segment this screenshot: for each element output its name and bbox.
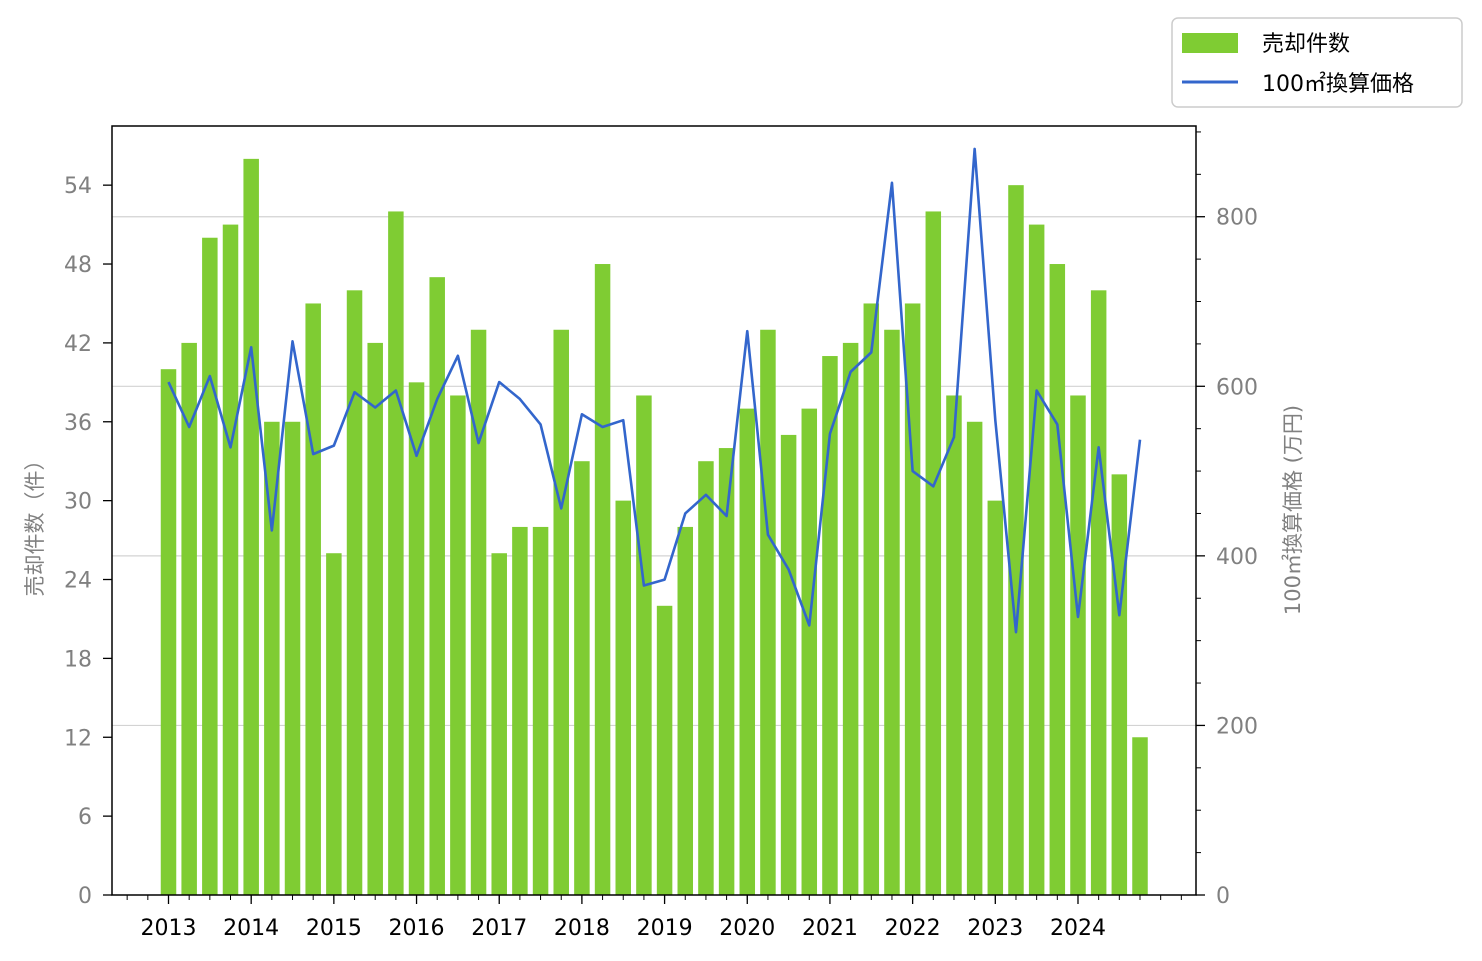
bar <box>574 461 590 895</box>
bar <box>780 434 797 895</box>
y-left-tick-label: 36 <box>64 411 92 436</box>
bar <box>884 329 900 895</box>
x-tick-label: 2017 <box>471 916 527 941</box>
y-axis-right: 0 200 400 600 800 <box>1196 131 1258 909</box>
bar <box>450 395 466 895</box>
bar <box>160 369 177 895</box>
bar <box>388 211 404 895</box>
y-left-tick-label: 48 <box>64 253 92 278</box>
y-left-tick-label: 30 <box>64 490 92 515</box>
bar <box>822 356 838 895</box>
bar <box>904 303 921 895</box>
bar <box>615 500 631 895</box>
bar <box>470 329 487 895</box>
bar <box>1111 474 1128 895</box>
bar <box>966 421 983 895</box>
bar <box>987 500 1004 895</box>
bar-series <box>160 158 1148 896</box>
bar <box>181 342 197 895</box>
price-line <box>167 147 1142 634</box>
bar <box>408 382 425 895</box>
x-tick-label: 2014 <box>223 916 279 941</box>
x-tick-label: 2021 <box>802 916 858 941</box>
bar <box>429 277 445 896</box>
bar <box>512 526 528 895</box>
bar <box>677 526 694 895</box>
x-tick-label: 2016 <box>389 916 445 941</box>
y-left-tick-label: 24 <box>64 569 92 594</box>
x-tick-label: 2015 <box>306 916 362 941</box>
y-axis-left-label: 売却件数（件） <box>23 450 47 597</box>
bar <box>326 553 342 895</box>
x-tick-label: 2018 <box>554 916 610 941</box>
y-right-tick-label: 400 <box>1216 545 1258 570</box>
y-right-tick-label: 800 <box>1216 206 1258 231</box>
bar <box>284 421 301 895</box>
x-tick-label: 2022 <box>885 916 941 941</box>
bar <box>636 395 652 895</box>
x-tick-label: 2013 <box>141 916 197 941</box>
legend-line-label: 100㎡換算価格 <box>1262 71 1414 97</box>
bar <box>202 237 218 895</box>
x-tick-label: 2023 <box>967 916 1023 941</box>
bar <box>305 303 321 895</box>
bar <box>1090 290 1107 895</box>
y-left-tick-label: 18 <box>64 647 92 672</box>
legend: 売却件数 100㎡換算価格 <box>1171 17 1463 108</box>
y-left-tick-label: 6 <box>78 805 92 830</box>
bar <box>532 526 549 895</box>
bar <box>1049 264 1066 895</box>
bar <box>1028 224 1045 896</box>
bar <box>1070 395 1086 895</box>
bar <box>346 290 363 895</box>
bar <box>842 342 859 895</box>
y-axis-left: 0 6 12 18 24 30 36 42 48 54 <box>64 174 112 909</box>
legend-frame <box>1171 17 1463 108</box>
x-tick-label: 2019 <box>637 916 693 941</box>
bar <box>1008 185 1024 896</box>
bar <box>222 224 239 896</box>
y-right-tick-label: 200 <box>1216 714 1258 739</box>
y-axis-right-label: 100㎡換算価格 (万円) <box>1281 405 1305 615</box>
y-left-tick-label: 54 <box>64 174 92 199</box>
bar <box>553 329 569 895</box>
legend-bar-label: 売却件数 <box>1262 32 1350 57</box>
y-left-tick-label: 12 <box>64 726 92 751</box>
plot-frame <box>111 125 1197 896</box>
line-series <box>167 147 1142 634</box>
bar <box>1132 737 1148 895</box>
bar <box>946 395 962 895</box>
x-tick-label: 2020 <box>719 916 775 941</box>
bar <box>698 461 714 895</box>
y-right-tick-label: 600 <box>1216 375 1258 400</box>
bar <box>718 448 735 895</box>
bar <box>264 421 280 895</box>
y-left-tick-label: 0 <box>78 884 92 909</box>
bar <box>491 553 507 895</box>
x-tick-label: 2024 <box>1050 916 1106 941</box>
bar <box>925 211 942 895</box>
bar <box>801 408 818 895</box>
bar <box>594 264 611 895</box>
bar <box>367 342 383 895</box>
bar <box>243 158 259 895</box>
bar <box>739 408 756 895</box>
y-left-tick-label: 42 <box>64 332 92 357</box>
bar <box>863 303 880 895</box>
y-right-tick-label: 0 <box>1216 884 1230 909</box>
bar <box>760 329 776 895</box>
legend-bar-swatch <box>1182 33 1238 53</box>
x-axis: 2013 2014 2015 2016 2017 2018 2019 2020 2021 2022… <box>126 895 1182 941</box>
bar <box>656 605 673 895</box>
